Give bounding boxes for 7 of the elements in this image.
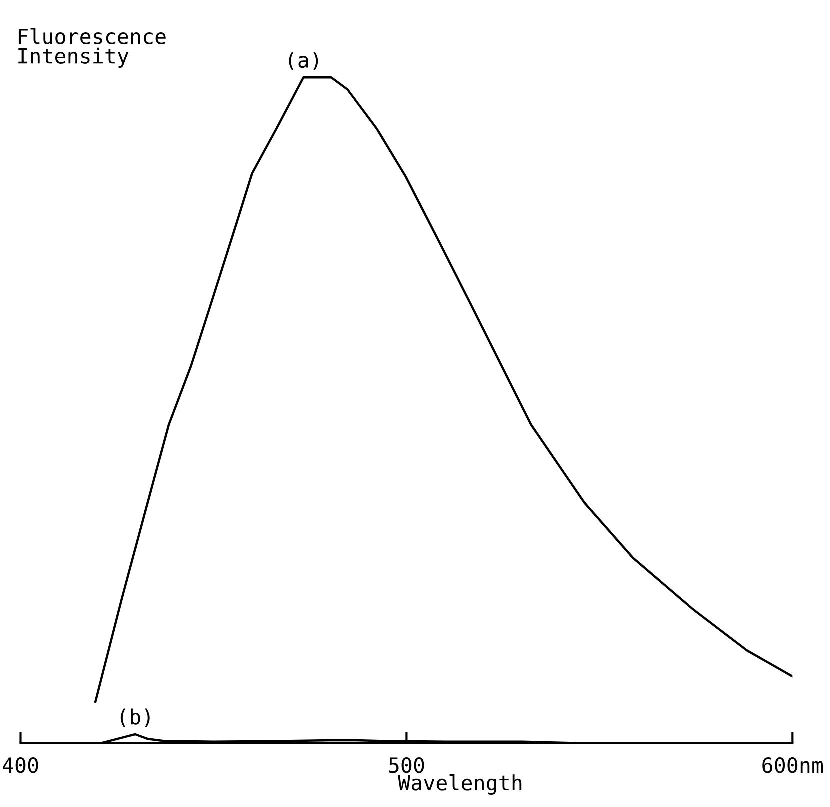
x-tick-label: 600nm bbox=[762, 758, 824, 774]
x-tick-label: 400 bbox=[2, 758, 38, 774]
series-label: (a) bbox=[289, 52, 318, 71]
x-tick-label: 500 bbox=[389, 758, 424, 774]
y-axis-title: Fluorescence Intensity bbox=[18, 28, 166, 68]
series-label: (b) bbox=[120, 708, 150, 728]
x-axis-title: Wavelength bbox=[398, 774, 522, 795]
